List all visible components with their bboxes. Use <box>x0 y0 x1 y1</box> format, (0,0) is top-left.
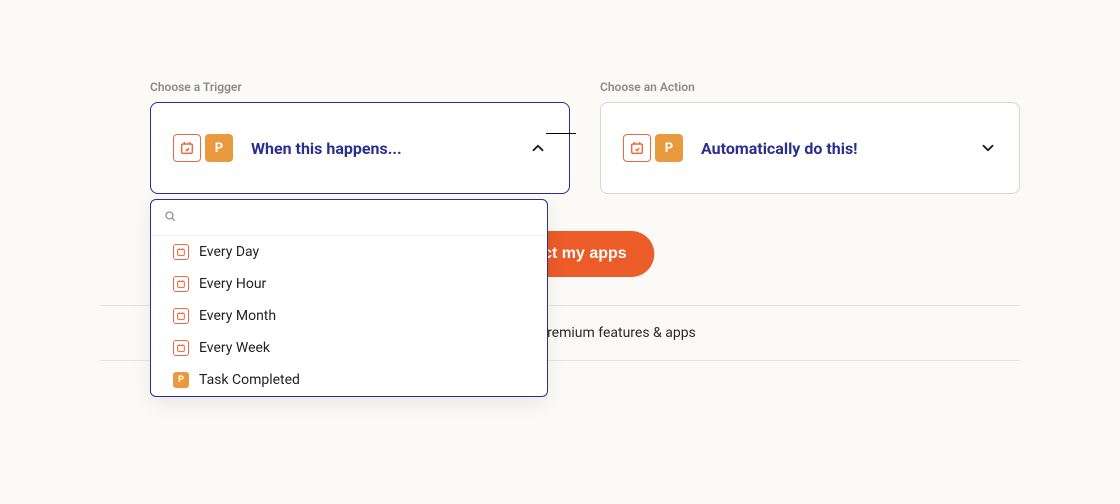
action-placeholder: Automatically do this! <box>701 139 979 158</box>
trigger-label: Choose a Trigger <box>150 80 570 94</box>
dropdown-option[interactable]: Every Day <box>151 236 547 268</box>
calendar-icon <box>173 340 189 356</box>
p-app-icon: P <box>205 134 233 162</box>
dropdown-option-label: Every Week <box>199 340 270 356</box>
dropdown-option[interactable]: P Task Completed <box>151 364 547 396</box>
action-card[interactable]: P Automatically do this! <box>600 102 1020 194</box>
calendar-icon <box>173 276 189 292</box>
dropdown-search-input[interactable] <box>185 210 535 225</box>
action-label: Choose an Action <box>600 80 1020 94</box>
chevron-up-icon <box>529 139 547 157</box>
search-icon <box>163 208 177 227</box>
trigger-placeholder: When this happens... <box>251 139 529 158</box>
dropdown-option-label: Every Day <box>199 244 259 260</box>
dropdown-search-row <box>151 200 547 236</box>
p-app-icon: P <box>173 372 189 388</box>
calendar-icon <box>173 244 189 260</box>
trigger-app-icons: P <box>173 134 233 162</box>
trigger-column: Choose a Trigger P When this happens... <box>150 80 570 194</box>
connector-line <box>546 133 576 134</box>
dropdown-option-label: Every Hour <box>199 276 266 292</box>
dropdown-option[interactable]: Every Week <box>151 332 547 364</box>
trigger-dropdown: Every Day Every Hour Every Month Every Week… <box>150 199 548 397</box>
dropdown-options: Every Day Every Hour Every Month Every Week… <box>151 236 547 396</box>
action-app-icons: P <box>623 134 683 162</box>
chevron-down-icon <box>979 139 997 157</box>
dropdown-option[interactable]: Every Hour <box>151 268 547 300</box>
trigger-card[interactable]: P When this happens... <box>150 102 570 194</box>
calendar-icon <box>173 134 201 162</box>
dropdown-option-label: Task Completed <box>199 372 300 388</box>
calendar-icon <box>173 308 189 324</box>
dropdown-option-label: Every Month <box>199 308 276 324</box>
calendar-icon <box>623 134 651 162</box>
dropdown-option[interactable]: Every Month <box>151 300 547 332</box>
p-app-icon: P <box>655 134 683 162</box>
action-column: Choose an Action P Automatically do this… <box>600 80 1020 194</box>
